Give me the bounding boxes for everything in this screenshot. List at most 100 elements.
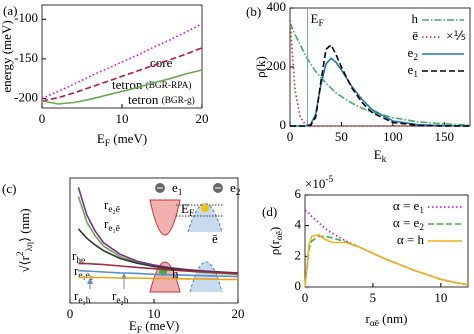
series-line xyxy=(41,69,203,105)
y-axis-label: ρ(rαē) xyxy=(267,227,285,256)
y-axis-label: ρ(k) xyxy=(253,56,268,78)
legend-label: e1 xyxy=(408,62,419,80)
x-tick-label: 100 xyxy=(383,129,403,144)
x-axis-label-part: αē xyxy=(370,319,379,329)
axis-multiplier-part: ×10 xyxy=(305,176,325,191)
series-label-part: e₁h xyxy=(78,296,90,306)
series-line xyxy=(78,262,239,275)
series-line xyxy=(290,43,470,127)
y-axis-label: √⟨r2λη⟩ (nm) xyxy=(16,208,35,272)
x-axis-label-part: E xyxy=(129,318,137,333)
series-label: re₂ē xyxy=(104,197,120,215)
series-label: tetron (BGR-g) xyxy=(128,92,195,107)
series-line xyxy=(41,23,203,100)
x-tick-label: 0 xyxy=(39,111,46,126)
series-line xyxy=(304,209,469,286)
y-tick-label: -200 xyxy=(14,89,38,104)
band-hole xyxy=(189,261,223,293)
series-label: re₁ē xyxy=(104,216,120,234)
y-tick-label: -150 xyxy=(14,50,38,65)
axis-multiplier-part: -5 xyxy=(325,175,333,185)
series-label-part: (BGR-RPA) xyxy=(146,80,192,91)
y-tick-label: 400 xyxy=(267,0,287,14)
series-label-part: r xyxy=(72,248,77,263)
legend-label-part: e xyxy=(408,45,414,60)
inset-label-part: 2 xyxy=(236,188,241,198)
series-label: rhe xyxy=(72,248,85,266)
x-axis-label-part: E xyxy=(97,131,105,146)
series-label: re₁e₂ xyxy=(74,263,93,281)
series-label: core xyxy=(150,55,173,70)
x-axis-label-part: k xyxy=(382,155,387,165)
series-label: tetron (BGR-RPA) xyxy=(112,77,191,92)
legend-label-part: 2 xyxy=(413,53,418,63)
x-tick-label: 5 xyxy=(370,290,377,305)
inset-label-part: e xyxy=(172,180,178,195)
y-axis-label-part: √⟨r xyxy=(17,255,32,272)
series-label-part: r xyxy=(104,216,109,231)
x-tick-label: 10 xyxy=(434,290,447,305)
y-tick-label: -100 xyxy=(14,10,38,25)
series-label: re₂h xyxy=(112,288,129,306)
x-axis-label-part: F xyxy=(105,139,110,149)
legend-label: α = e2 xyxy=(393,215,424,233)
y-axis-label-part: ) xyxy=(267,227,282,231)
panel-label: (c) xyxy=(2,181,16,196)
series-label-part: r xyxy=(112,288,117,303)
panel-label: (d) xyxy=(262,204,277,219)
y-tick-label: 200 xyxy=(267,58,287,73)
band-e1 xyxy=(149,199,181,236)
x-axis-label: rαē (nm) xyxy=(366,311,408,329)
y-axis-label: energy (meV) xyxy=(0,20,14,92)
inset-label: e1 xyxy=(172,180,183,198)
legend-label-part: α = e xyxy=(393,198,420,213)
y-axis-label-part: ρ(r xyxy=(267,239,282,255)
legend-label: α = h xyxy=(397,232,425,247)
fermi-label-part: F xyxy=(318,19,323,29)
hole-icon xyxy=(201,204,209,212)
series-label-part: e₂ē xyxy=(108,205,120,215)
inset-label: ē xyxy=(212,231,218,246)
x-tick-label: 0 xyxy=(287,129,294,144)
y-axis-label-part: 2 xyxy=(16,251,26,256)
series-label: re₁h xyxy=(74,288,91,306)
x-axis-label: Ek xyxy=(374,147,387,165)
inset-label-part: e xyxy=(230,180,236,195)
x-tick-label: 150 xyxy=(435,129,455,144)
inset-label: h xyxy=(172,266,179,281)
inset-label: e2 xyxy=(230,180,241,198)
y-tick-label: 4 xyxy=(295,217,302,232)
series-line xyxy=(304,234,469,288)
y-axis-label-part: λη xyxy=(25,242,35,251)
series-label-part: e₁e₂ xyxy=(78,271,93,281)
series-label-part: r xyxy=(74,263,79,278)
legend-note: ×⅕ xyxy=(446,28,466,43)
series-line xyxy=(78,269,239,278)
y-axis-label-part: ⟩ (nm) xyxy=(17,208,32,242)
series-label-part: tetron xyxy=(128,92,162,107)
legend-label-part: 1 xyxy=(419,206,424,216)
axes-frame xyxy=(41,4,203,109)
series-label-part: e₁ē xyxy=(108,224,120,234)
x-axis-label-part: F xyxy=(137,326,142,334)
series-label-part: he xyxy=(76,256,85,266)
legend-label-part: 2 xyxy=(419,223,424,233)
y-tick-label: 6 xyxy=(295,186,302,201)
x-axis-label-part: (meV) xyxy=(142,318,179,333)
x-axis-label-part: r xyxy=(366,311,371,326)
series-line xyxy=(289,22,471,126)
legend-label: α = e1 xyxy=(393,198,424,216)
x-axis-label-part: (nm) xyxy=(379,311,408,326)
legend-label-part: α = e xyxy=(393,215,420,230)
series-label-part: r xyxy=(74,288,79,303)
series-label-part: (BGR-g) xyxy=(162,95,195,106)
y-tick-label: 0 xyxy=(295,278,302,293)
axes-frame xyxy=(304,194,469,288)
series-label-part: e₂h xyxy=(116,296,128,306)
x-axis-label: EF (meV) xyxy=(97,131,147,149)
axis-multiplier: ×10-5 xyxy=(305,175,333,191)
panel-label: (b) xyxy=(246,4,261,19)
inset-label-part: F xyxy=(189,209,194,219)
inset-label-part: E xyxy=(181,201,189,216)
